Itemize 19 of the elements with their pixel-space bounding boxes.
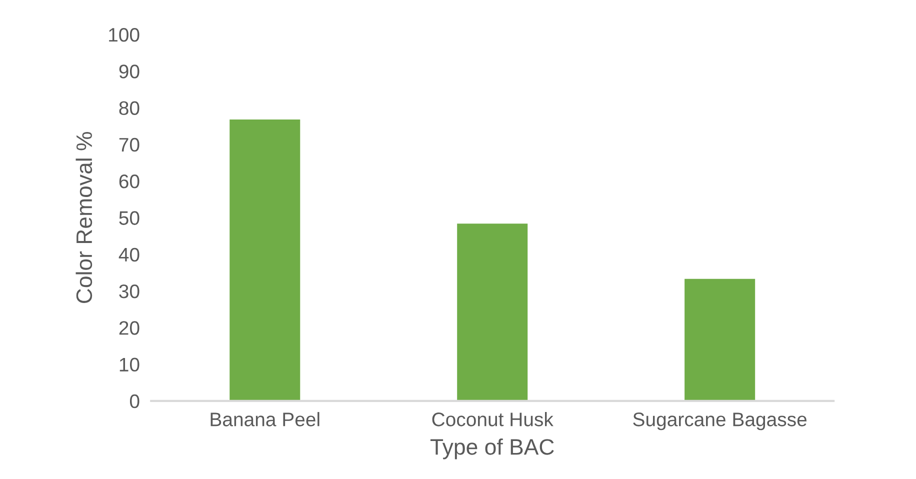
x-axis-title: Type of BAC xyxy=(430,438,554,460)
y-tick-label: 20 xyxy=(119,321,140,335)
y-tick-label: 40 xyxy=(118,248,140,262)
x-tick-label: Banana Peel xyxy=(210,412,320,426)
y-tick-label: 10 xyxy=(120,358,140,372)
y-tick-label: 90 xyxy=(119,64,140,78)
y-tick-label: 80 xyxy=(119,101,140,116)
x-tick-label: Coconut Husk xyxy=(432,412,554,426)
y-tick-label: 60 xyxy=(119,174,140,188)
y-axis-title: Color Removal % xyxy=(76,132,92,304)
y-tick-label: 30 xyxy=(119,284,140,298)
y-tick-label: 50 xyxy=(119,211,140,225)
y-tick-label: 0 xyxy=(130,394,140,408)
y-tick-label: 100 xyxy=(109,28,140,42)
y-tick-label: 70 xyxy=(119,138,140,152)
bar xyxy=(457,224,528,401)
x-tick-label: Sugarcane Bagasse xyxy=(633,412,807,430)
bar xyxy=(230,120,300,401)
bar xyxy=(684,278,756,401)
